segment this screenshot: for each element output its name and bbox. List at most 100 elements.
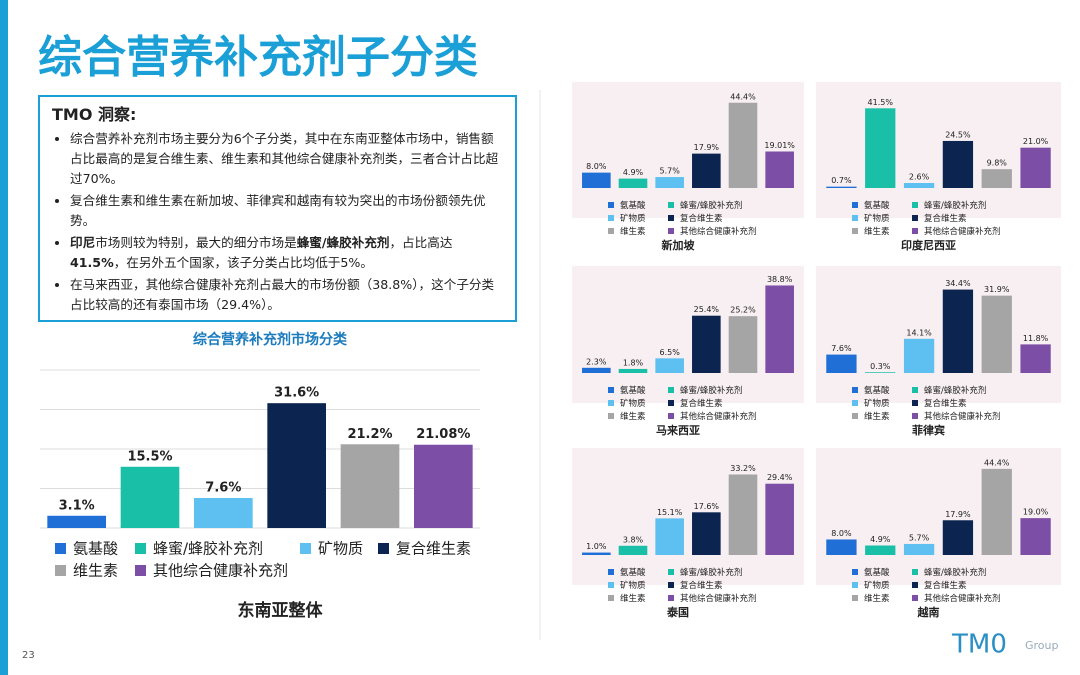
legend-label: 矿物质 — [864, 580, 890, 591]
bullet-text: ，在另外五个国家，该子分类占比均低于5%。 — [113, 255, 373, 270]
bullet: 在马来西亚，其他综合健康补充剂占最大的市场份额（38.8%），这个子分类占比较高… — [70, 275, 505, 315]
value-label: 25.4% — [694, 305, 720, 314]
logo-text: Group — [1025, 639, 1059, 652]
bullet-text: 41.5% — [70, 255, 114, 270]
legend-label: 其他综合健康补充剂 — [680, 226, 757, 237]
legend-swatch — [608, 215, 614, 221]
value-label: 7.6% — [831, 344, 852, 353]
page-number: 23 — [22, 650, 35, 661]
legend-label: 复合维生素 — [680, 580, 723, 591]
bar — [981, 295, 1012, 373]
bar — [728, 316, 758, 373]
value-label: 21.08% — [416, 427, 470, 442]
value-label: 29.4% — [767, 473, 793, 482]
legend-label: 矿物质 — [864, 398, 890, 409]
bullet-text: 复合维生素和维生素在新加坡、菲律宾和越南有较为突出的市场份额领先优势。 — [70, 193, 486, 228]
bar — [582, 552, 611, 555]
value-label: 31.6% — [274, 386, 319, 401]
legend-swatch — [912, 413, 918, 419]
legend-label: 蜂蜜/蜂胶补充剂 — [153, 540, 263, 558]
legend-label: 其他综合健康补充剂 — [924, 411, 1001, 422]
legend-label: 复合维生素 — [680, 398, 723, 409]
legend-swatch — [852, 595, 858, 601]
bar — [865, 108, 896, 188]
bar — [942, 140, 974, 188]
bullet: 综合营养补充剂市场主要分为6个子分类，其中在东南亚整体市场中，销售额占比最高的是… — [70, 129, 505, 189]
legend-label: 其他综合健康补充剂 — [680, 593, 757, 604]
bullet: 复合维生素和维生素在新加坡、菲律宾和越南有较为突出的市场份额领先优势。 — [70, 191, 505, 231]
bar — [582, 367, 611, 373]
legend-swatch — [608, 595, 614, 601]
value-label: 5.7% — [660, 167, 681, 176]
insight-list: 综合营养补充剂市场主要分为6个子分类，其中在东南亚整体市场中，销售额占比最高的是… — [52, 129, 505, 315]
legend-label: 蜂蜜/蜂胶补充剂 — [680, 200, 742, 211]
legend-label: 蜂蜜/蜂胶补充剂 — [680, 385, 742, 396]
legend-label: 复合维生素 — [396, 540, 471, 558]
legend-label: 其他综合健康补充剂 — [924, 226, 1001, 237]
bullet: 印尼市场则较为特别，最大的细分市场是蜂蜜/蜂胶补充剂，占比高达 41.5%，在另外… — [70, 233, 505, 273]
bar — [692, 153, 721, 188]
legend-swatch — [55, 565, 66, 576]
legend-swatch — [135, 565, 146, 576]
bar — [692, 512, 721, 555]
legend-label: 复合维生素 — [924, 398, 967, 409]
value-label: 7.6% — [205, 480, 241, 495]
legend-swatch — [912, 387, 918, 393]
bullet-text: 蜂蜜/蜂胶补充剂 — [296, 235, 390, 250]
bar — [582, 172, 611, 188]
legend-label: 蜂蜜/蜂胶补充剂 — [680, 567, 742, 578]
value-label: 17.6% — [694, 502, 720, 511]
value-label: 17.9% — [945, 510, 971, 519]
value-label: 25.2% — [730, 306, 756, 315]
value-label: 21.0% — [1023, 137, 1049, 146]
legend-label: 蜂蜜/蜂胶补充剂 — [924, 567, 986, 578]
legend-label: 矿物质 — [620, 580, 646, 591]
bar — [765, 285, 794, 373]
value-label: 34.4% — [945, 279, 971, 288]
bar — [826, 539, 857, 555]
insight-box: TMO 洞察: 综合营养补充剂市场主要分为6个子分类，其中在东南亚整体市场中，销… — [38, 95, 517, 322]
bar — [942, 520, 974, 555]
bar — [655, 518, 684, 555]
value-label: 14.1% — [906, 328, 932, 337]
legend-swatch — [668, 595, 674, 601]
legend-label: 维生素 — [864, 593, 890, 604]
side-bar — [0, 0, 8, 675]
legend-label: 维生素 — [864, 411, 890, 422]
bar — [1020, 147, 1051, 188]
bar — [618, 368, 648, 373]
value-label: 19.01% — [764, 141, 795, 150]
value-label: 44.4% — [984, 458, 1010, 467]
legend-swatch — [608, 413, 614, 419]
bullet-text: 综合营养补充剂市场主要分为6个子分类，其中在东南亚整体市场中，销售额占比最高的是… — [70, 131, 499, 186]
bar — [765, 483, 794, 555]
legend-label: 其他综合健康补充剂 — [680, 411, 757, 422]
legend-swatch — [852, 413, 858, 419]
value-label: 1.8% — [623, 358, 644, 367]
bar — [655, 358, 684, 373]
chart-caption: 泰国 — [666, 605, 689, 619]
panel-bg — [572, 82, 804, 218]
legend-swatch — [668, 582, 674, 588]
legend-swatch — [608, 569, 614, 575]
legend-label: 复合维生素 — [924, 580, 967, 591]
value-label: 24.5% — [945, 130, 971, 139]
value-label: 6.5% — [660, 348, 681, 357]
bar — [692, 315, 721, 373]
bar — [942, 289, 974, 373]
legend-swatch — [668, 228, 674, 234]
legend-label: 复合维生素 — [924, 213, 967, 224]
legend-label: 维生素 — [864, 226, 890, 237]
legend-label: 矿物质 — [864, 213, 890, 224]
value-label: 19.0% — [1023, 508, 1049, 517]
value-label: 15.5% — [127, 449, 172, 464]
legend-swatch — [668, 400, 674, 406]
legend-label: 矿物质 — [620, 213, 646, 224]
legend-label: 蜂蜜/蜂胶补充剂 — [924, 200, 986, 211]
logo-mark: TM0 — [951, 630, 1007, 660]
legend-swatch — [852, 202, 858, 208]
bar — [194, 497, 253, 528]
legend-swatch — [912, 400, 918, 406]
value-label: 41.5% — [868, 98, 894, 107]
